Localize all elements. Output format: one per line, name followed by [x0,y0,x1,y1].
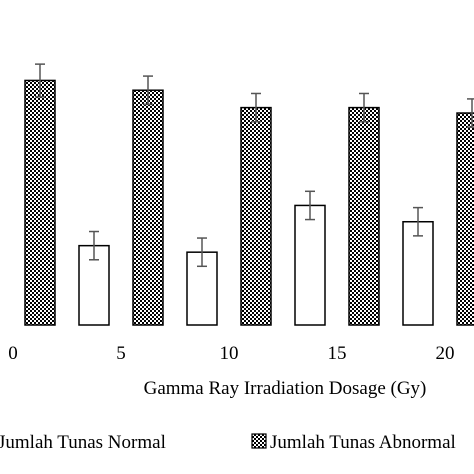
x-tick-label-0: 0 [8,343,18,364]
x-tick-label-20: 20 [436,343,455,364]
error-bar-normal-15 [305,190,315,221]
legend-label-normal: Jumlah Tunas Normal [0,432,166,453]
error-bar-abnormal-5 [143,75,153,106]
bar-abnormal-0 [24,79,56,326]
legend: Jumlah Tunas Normal Jumlah Tunas Abnorma… [0,432,456,453]
legend-label-abnormal: Jumlah Tunas Abnormal [270,432,456,453]
error-bar-abnormal-0 [35,63,45,98]
error-bar-normal-5 [89,230,99,261]
bars-layer [24,79,474,326]
bar-normal-20 [402,220,434,326]
legend-swatch-abnormal [251,433,267,449]
x-tick-labels: 0 5 10 15 20 [8,343,454,364]
x-axis-label: Gamma Ray Irradiation Dosage (Gy) [144,378,427,399]
x-tick-label-5: 5 [116,343,126,364]
bar-normal-15 [294,204,326,326]
error-bar-normal-10 [197,237,207,268]
error-bars-layer [35,63,474,268]
bar-abnormal-5 [132,89,164,326]
error-bar-abnormal-20 [467,98,474,128]
bar-abnormal-20 [456,112,474,326]
x-tick-label-10: 10 [220,343,239,364]
bar-abnormal-15 [348,106,380,326]
x-tick-label-15: 15 [328,343,347,364]
error-bar-abnormal-15 [359,92,369,123]
bar-abnormal-10 [240,106,272,326]
error-bar-normal-20 [413,206,423,237]
error-bar-abnormal-10 [251,92,261,123]
